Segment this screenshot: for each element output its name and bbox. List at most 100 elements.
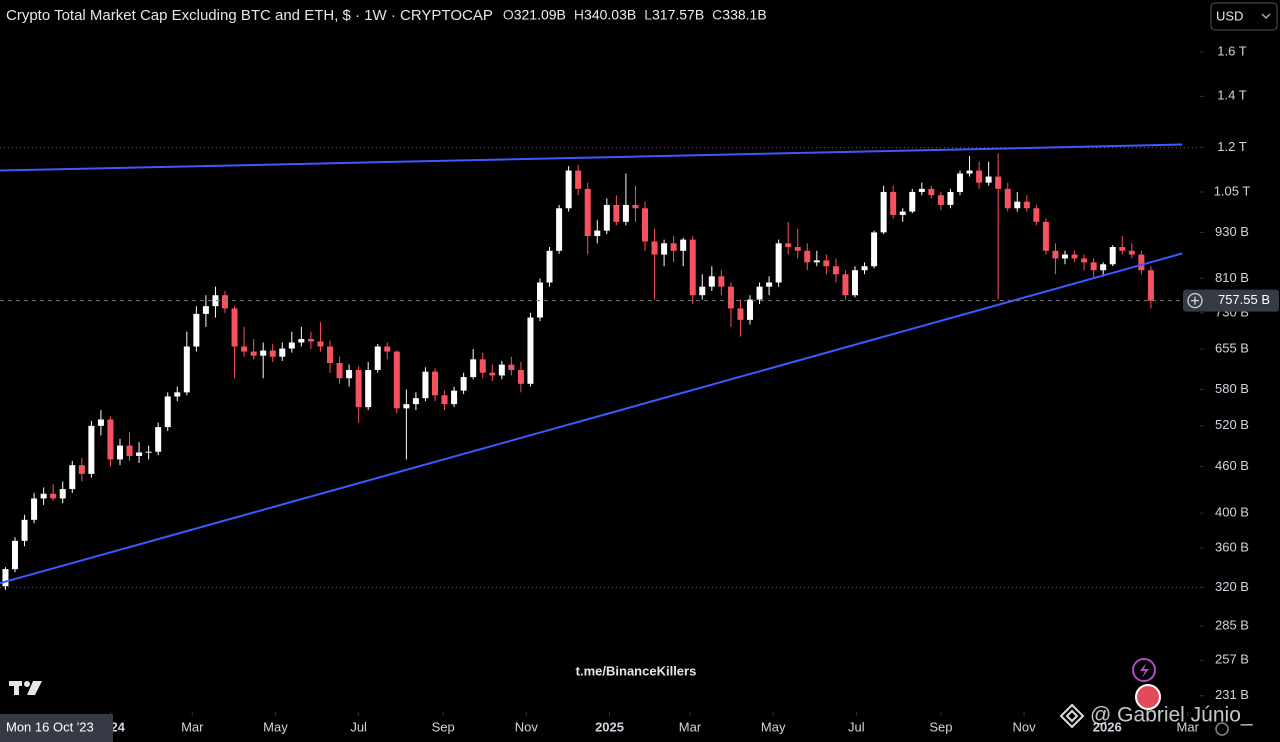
candle-body — [527, 317, 534, 384]
ohlc-value: 338.1B — [722, 7, 766, 23]
candle-body — [1119, 247, 1126, 251]
currency-label: USD — [1216, 8, 1243, 23]
candle-body — [1033, 208, 1040, 222]
candle-body — [1109, 247, 1116, 265]
candle-body — [852, 270, 858, 296]
candle-body — [1071, 254, 1078, 259]
x-tick-label: Nov — [515, 719, 539, 734]
candle-body — [327, 346, 333, 364]
candle-body — [909, 192, 916, 212]
candle-body — [1100, 264, 1107, 271]
x-tick-label: Sep — [432, 719, 455, 734]
candle-body — [508, 364, 515, 370]
x-tick-label: Nov — [1013, 719, 1037, 734]
candle-body — [842, 274, 849, 296]
candle-body — [164, 396, 171, 428]
currency-button[interactable] — [1210, 2, 1278, 31]
candle-body — [737, 308, 744, 320]
candle-body — [1042, 221, 1049, 251]
candle-body — [460, 377, 467, 391]
y-tick-label: 930 B — [1215, 224, 1249, 239]
candle-body — [346, 369, 353, 379]
trendline — [0, 143, 1183, 172]
last-price-label: 757.55 B — [1218, 292, 1270, 307]
candle-body — [117, 445, 123, 460]
candle-body — [823, 260, 830, 267]
alert-icon[interactable] — [1132, 658, 1156, 682]
candle-body — [871, 232, 878, 267]
x-tick-label: May — [263, 719, 288, 734]
candle-body — [2, 569, 9, 587]
candle-body — [21, 519, 28, 541]
candle-body — [670, 243, 677, 251]
candle-body — [594, 230, 601, 236]
x-tick-label: 2026 — [1093, 719, 1122, 734]
candle-body — [1004, 188, 1011, 209]
y-tick-label: 400 B — [1215, 505, 1249, 520]
candle-body — [288, 342, 295, 349]
ohlc-value: 321.09B — [514, 7, 566, 23]
candle-body — [880, 192, 887, 233]
candle-body — [88, 425, 95, 474]
candle-body — [40, 493, 47, 499]
ohlc-key: C — [712, 7, 722, 23]
candle-body — [202, 306, 209, 314]
candle-body — [12, 540, 18, 570]
candle-body — [298, 339, 305, 343]
tv-logo — [9, 681, 42, 695]
y-tick-label: 285 B — [1215, 617, 1249, 632]
marks-layer — [2, 153, 1154, 590]
candle-body — [976, 170, 983, 183]
candle-body — [241, 346, 248, 352]
y-tick-label: 460 B — [1215, 458, 1249, 473]
candle-body — [928, 188, 935, 196]
candle-body — [1138, 254, 1145, 271]
candle-body — [231, 308, 238, 347]
candle-body — [603, 204, 610, 231]
candle-body — [250, 351, 257, 356]
candle-body — [222, 295, 228, 309]
candle-body — [1147, 270, 1154, 301]
y-tick-label: 1.05 T — [1214, 183, 1251, 198]
x-tick-label: Mar — [679, 719, 702, 734]
candle-body — [985, 176, 992, 183]
logo-part — [1059, 703, 1085, 729]
candle-body — [1023, 201, 1030, 209]
logo-part — [27, 681, 42, 695]
candle-body — [1090, 262, 1097, 271]
plus-icon-cross — [1191, 296, 1199, 305]
candle-body — [422, 371, 429, 399]
flag-icon[interactable] — [1135, 684, 1161, 710]
logo-part — [24, 681, 30, 687]
candle-body — [1014, 201, 1021, 209]
candle-body — [957, 173, 963, 193]
y-tick-label: 655 B — [1215, 340, 1249, 355]
candle-body — [517, 369, 524, 384]
chart-title: Crypto Total Market Cap Excluding BTC an… — [6, 7, 493, 24]
y-tick-label: 1.4 T — [1217, 88, 1246, 103]
candle-body — [689, 239, 696, 296]
candle-body — [374, 346, 381, 370]
candle-body — [899, 211, 906, 215]
candle-body — [813, 260, 820, 263]
y-tick-label: 810 B — [1215, 270, 1249, 285]
ohlc-value: 317.57B — [652, 7, 704, 23]
candle-body — [766, 282, 773, 287]
candle-body — [804, 250, 811, 263]
candle-body — [441, 395, 448, 405]
candle-body — [785, 243, 792, 248]
settings-icon[interactable] — [1215, 722, 1229, 736]
candle-body — [727, 286, 734, 309]
candle-body — [651, 241, 658, 255]
candle-body — [622, 204, 629, 222]
candle-body — [775, 243, 782, 283]
candle-body — [699, 286, 706, 296]
candle-body — [212, 295, 219, 307]
y-tick-label: 320 B — [1215, 579, 1249, 594]
x-tick-label: Jul — [848, 719, 865, 734]
candle-body — [565, 170, 572, 209]
candle-body — [747, 299, 753, 320]
